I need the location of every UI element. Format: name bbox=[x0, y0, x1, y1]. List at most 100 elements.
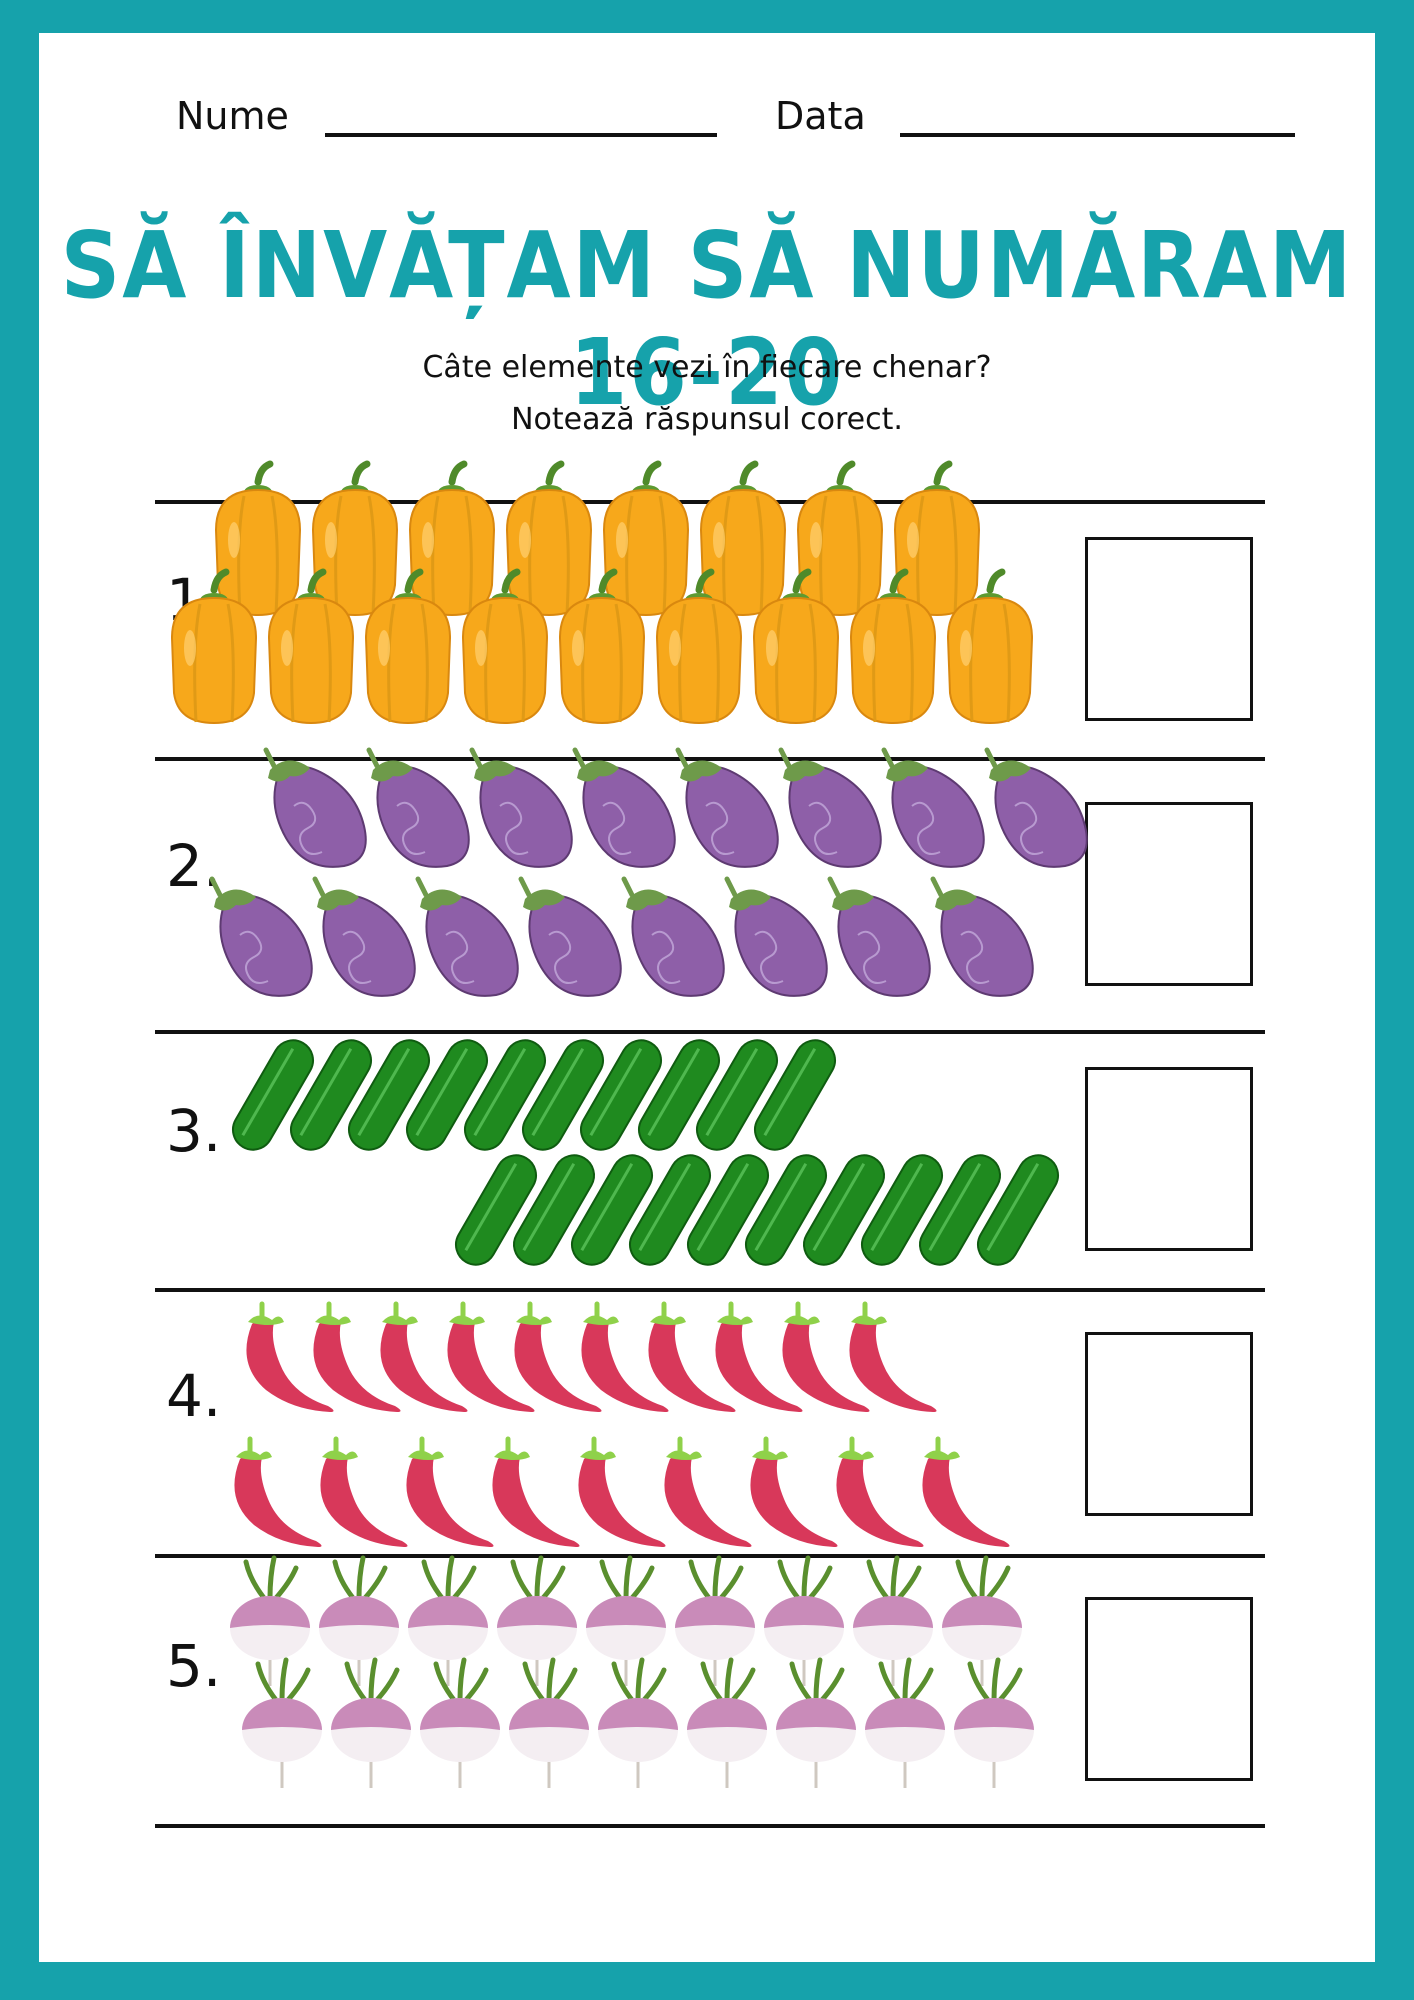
exercise-number: 3. bbox=[166, 1097, 222, 1165]
pepper-icon bbox=[170, 568, 258, 725]
name-field[interactable] bbox=[325, 133, 717, 137]
divider-line bbox=[155, 757, 1265, 761]
cucumber-icon bbox=[754, 1039, 836, 1151]
turnip-icon bbox=[586, 1555, 666, 1686]
chili-icon bbox=[715, 1301, 803, 1412]
eggplant-icon bbox=[415, 876, 519, 997]
date-label: Data bbox=[775, 94, 866, 138]
exercise-number: 5. bbox=[166, 1632, 222, 1700]
eggplant-icon bbox=[984, 747, 1088, 868]
answer-box-1[interactable] bbox=[1085, 537, 1253, 721]
chili-icon bbox=[320, 1436, 408, 1547]
answer-box-5[interactable] bbox=[1085, 1597, 1253, 1781]
answer-box-4[interactable] bbox=[1085, 1332, 1253, 1516]
divider-line bbox=[155, 1554, 1265, 1558]
pepper-icon bbox=[461, 568, 549, 725]
chili-icon bbox=[246, 1301, 334, 1412]
eggplant-icon bbox=[621, 876, 725, 997]
cucumber-icon bbox=[696, 1039, 778, 1151]
eggplant-icon bbox=[209, 876, 313, 997]
turnip-icon bbox=[319, 1555, 399, 1686]
page-title: SĂ ÎNVĂȚAM SĂ NUMĂRAM 16-20 bbox=[60, 212, 1354, 426]
chili-icon bbox=[447, 1301, 535, 1412]
pepper-icon bbox=[849, 568, 937, 725]
turnip-icon bbox=[687, 1657, 767, 1788]
pepper-icon bbox=[699, 460, 787, 617]
cucumber-icon bbox=[348, 1039, 430, 1151]
pepper-icon bbox=[311, 460, 399, 617]
chili-icon bbox=[922, 1436, 1010, 1547]
pepper-icon bbox=[267, 568, 355, 725]
cucumber-icon bbox=[580, 1039, 662, 1151]
turnip-icon bbox=[230, 1555, 310, 1686]
eggplant-icon bbox=[778, 747, 882, 868]
pepper-icon bbox=[655, 568, 743, 725]
eggplant-icon bbox=[469, 747, 573, 868]
chili-icon bbox=[581, 1301, 669, 1412]
cucumber-icon bbox=[232, 1039, 314, 1151]
eggplant-icon bbox=[263, 747, 367, 868]
turnip-icon bbox=[509, 1657, 589, 1788]
chili-icon bbox=[380, 1301, 468, 1412]
cucumber-icon bbox=[571, 1154, 653, 1266]
pepper-icon bbox=[752, 568, 840, 725]
cucumber-icon bbox=[861, 1154, 943, 1266]
cucumber-icon bbox=[919, 1154, 1001, 1266]
divider-line bbox=[155, 1824, 1265, 1828]
pepper-icon bbox=[796, 460, 884, 617]
turnip-icon bbox=[331, 1657, 411, 1788]
cucumber-icon bbox=[803, 1154, 885, 1266]
divider-line bbox=[155, 1288, 1265, 1292]
chili-icon bbox=[782, 1301, 870, 1412]
turnip-icon bbox=[242, 1657, 322, 1788]
chili-icon bbox=[406, 1436, 494, 1547]
answer-box-2[interactable] bbox=[1085, 802, 1253, 986]
chili-icon bbox=[234, 1436, 322, 1547]
chili-icon bbox=[648, 1301, 736, 1412]
chili-icon bbox=[514, 1301, 602, 1412]
turnip-icon bbox=[865, 1657, 945, 1788]
eggplant-icon bbox=[366, 747, 470, 868]
turnip-icon bbox=[675, 1555, 755, 1686]
pepper-icon bbox=[558, 568, 646, 725]
answer-box-3[interactable] bbox=[1085, 1067, 1253, 1251]
eggplant-icon bbox=[312, 876, 416, 997]
chili-icon bbox=[849, 1301, 937, 1412]
cucumber-icon bbox=[406, 1039, 488, 1151]
instruction-line-1: Câte elemente vezi în fiecare chenar? bbox=[422, 350, 992, 385]
cucumber-icon bbox=[464, 1039, 546, 1151]
name-label: Nume bbox=[176, 94, 289, 138]
turnip-icon bbox=[853, 1555, 933, 1686]
pepper-icon bbox=[408, 460, 496, 617]
pepper-icon bbox=[505, 460, 593, 617]
exercise-number: 4. bbox=[166, 1362, 222, 1430]
date-field[interactable] bbox=[900, 133, 1295, 137]
pepper-icon bbox=[364, 568, 452, 725]
eggplant-icon bbox=[930, 876, 1034, 997]
pepper-icon bbox=[602, 460, 690, 617]
cucumber-icon bbox=[513, 1154, 595, 1266]
turnip-icon bbox=[497, 1555, 577, 1686]
turnip-icon bbox=[598, 1657, 678, 1788]
chili-icon bbox=[578, 1436, 666, 1547]
exercise-number: 2. bbox=[166, 832, 222, 900]
cucumber-icon bbox=[977, 1154, 1059, 1266]
eggplant-icon bbox=[827, 876, 931, 997]
chili-icon bbox=[664, 1436, 752, 1547]
pepper-icon bbox=[893, 460, 981, 617]
chili-icon bbox=[313, 1301, 401, 1412]
turnip-icon bbox=[776, 1657, 856, 1788]
pepper-icon bbox=[214, 460, 302, 617]
turnip-icon bbox=[408, 1555, 488, 1686]
cucumber-icon bbox=[629, 1154, 711, 1266]
cucumber-icon bbox=[522, 1039, 604, 1151]
turnip-icon bbox=[942, 1555, 1022, 1686]
cucumber-icon bbox=[290, 1039, 372, 1151]
divider-line bbox=[155, 1030, 1265, 1034]
cucumber-icon bbox=[638, 1039, 720, 1151]
cucumber-icon bbox=[745, 1154, 827, 1266]
turnip-icon bbox=[764, 1555, 844, 1686]
pepper-icon bbox=[946, 568, 1034, 725]
eggplant-icon bbox=[675, 747, 779, 868]
